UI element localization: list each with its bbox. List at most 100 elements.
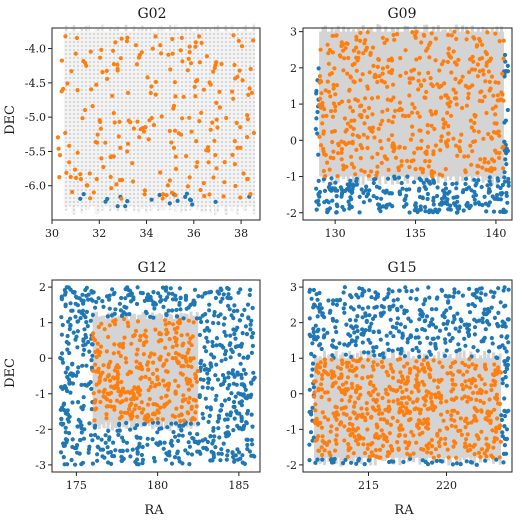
- outer-point: [250, 335, 255, 340]
- coverage-edge: [392, 352, 396, 360]
- inner-point: [158, 43, 163, 48]
- outer-point: [435, 193, 440, 199]
- inner-point: [464, 384, 469, 389]
- outer-point: [227, 307, 232, 312]
- inner-point: [484, 436, 489, 441]
- inner-point: [479, 408, 484, 413]
- inner-point: [340, 361, 345, 366]
- inner-point: [368, 393, 373, 398]
- outer-point: [211, 453, 216, 458]
- outer-point: [83, 287, 88, 293]
- inner-point: [160, 192, 166, 197]
- outer-point: [472, 325, 478, 330]
- outer-point: [249, 350, 254, 355]
- coverage-edge: [396, 175, 400, 185]
- y-tick-label: -2: [286, 459, 297, 472]
- inner-point: [387, 431, 392, 436]
- inner-point: [112, 407, 117, 412]
- inner-point: [393, 155, 399, 160]
- outer-point: [481, 337, 486, 342]
- inner-point: [240, 78, 245, 83]
- inner-point: [422, 78, 427, 83]
- outer-point: [240, 460, 245, 465]
- inner-point: [171, 103, 177, 108]
- outer-point: [214, 393, 219, 398]
- inner-point: [455, 153, 460, 158]
- outer-point: [212, 310, 217, 315]
- outer-point: [316, 327, 321, 332]
- outer-point: [76, 400, 81, 405]
- outer-point: [355, 314, 360, 319]
- inner-point: [469, 397, 474, 402]
- inner-point: [464, 444, 469, 449]
- coverage-edge: [499, 175, 503, 180]
- inner-point: [177, 317, 182, 323]
- outer-point: [213, 373, 218, 378]
- outer-point: [195, 432, 200, 437]
- outer-point: [494, 457, 499, 462]
- outer-point: [177, 286, 182, 291]
- inner-point: [412, 105, 417, 110]
- outer-point: [498, 209, 503, 214]
- outer-point: [491, 209, 497, 214]
- inner-point: [376, 392, 381, 397]
- coverage-edge: [384, 26, 388, 33]
- inner-point: [182, 418, 187, 423]
- outer-point: [215, 377, 221, 382]
- inner-point: [388, 98, 394, 103]
- outer-point: [217, 342, 223, 347]
- inner-point: [142, 340, 147, 345]
- inner-point: [474, 433, 479, 438]
- outer-point: [186, 440, 191, 445]
- outer-point: [222, 376, 227, 381]
- outer-point: [402, 354, 408, 359]
- inner-point: [361, 51, 366, 56]
- coverage-edge: [462, 456, 466, 460]
- outer-point: [153, 302, 158, 307]
- inner-point: [415, 110, 420, 115]
- outer-point: [200, 438, 205, 443]
- outer-point: [77, 451, 82, 456]
- inner-point: [417, 55, 422, 60]
- inner-point: [334, 427, 339, 432]
- outer-point: [78, 316, 83, 321]
- inner-point: [187, 395, 192, 401]
- inner-point: [358, 392, 363, 397]
- outer-point: [125, 448, 130, 453]
- inner-point: [467, 378, 472, 383]
- inner-point: [167, 337, 172, 342]
- outer-point: [387, 191, 392, 196]
- inner-point: [361, 132, 366, 137]
- outer-point: [316, 66, 321, 71]
- inner-point: [332, 66, 337, 71]
- outer-point: [342, 302, 347, 307]
- inner-point: [444, 425, 449, 430]
- inner-point: [165, 183, 170, 188]
- inner-point: [67, 160, 72, 165]
- inner-point: [114, 398, 120, 403]
- inner-point: [364, 45, 369, 50]
- inner-point: [386, 373, 391, 378]
- outer-point: [447, 294, 452, 299]
- inner-point: [138, 361, 143, 366]
- outer-point: [66, 319, 71, 324]
- outer-point: [218, 312, 223, 317]
- inner-point: [399, 396, 405, 401]
- inner-point: [415, 423, 420, 429]
- inner-point: [370, 364, 375, 369]
- outer-point: [152, 306, 157, 311]
- inner-point: [334, 410, 339, 415]
- inner-point: [343, 129, 348, 134]
- coverage-edge: [412, 456, 416, 463]
- inner-point: [80, 116, 85, 121]
- outer-point: [107, 435, 112, 440]
- inner-point: [453, 143, 459, 148]
- outer-point: [498, 300, 503, 305]
- outer-point: [145, 436, 150, 441]
- outer-point: [167, 201, 172, 206]
- outer-point: [117, 301, 122, 306]
- inner-point: [457, 139, 462, 144]
- outer-point: [208, 289, 214, 294]
- outer-point: [79, 298, 84, 303]
- inner-point: [327, 450, 332, 455]
